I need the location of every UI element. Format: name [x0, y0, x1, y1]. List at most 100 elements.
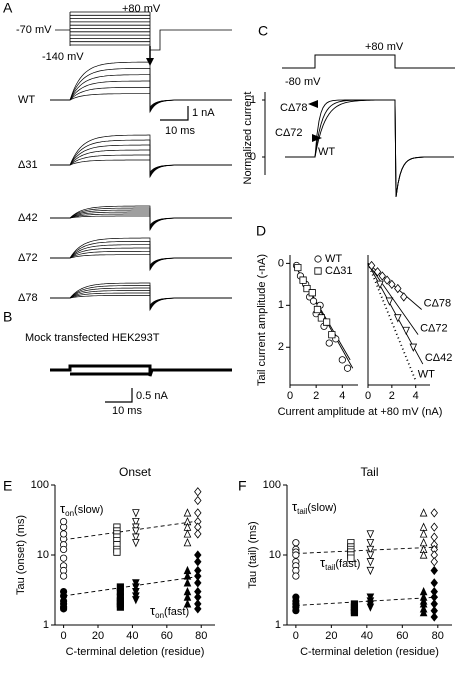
- data-point: [419, 529, 428, 538]
- data-point: [366, 566, 375, 576]
- data-point: [194, 487, 202, 497]
- data-point: [313, 305, 322, 314]
- data-point: [430, 565, 438, 576]
- arrow-head: [308, 100, 322, 142]
- data-point: [60, 572, 68, 580]
- data-point: [132, 579, 140, 588]
- y-tick-label: 1: [250, 94, 256, 106]
- fit-label: CΔ72: [420, 323, 448, 335]
- annotation-part: τ: [292, 499, 298, 514]
- data-point: [132, 527, 140, 536]
- panel-label: C: [258, 23, 268, 39]
- voltage-label: +80 mV: [365, 41, 404, 53]
- data-point: [343, 364, 352, 372]
- panel-label: F: [238, 478, 247, 494]
- data-point: [400, 292, 408, 302]
- y-tick-label: 0: [250, 151, 256, 163]
- row-label: Δ72: [18, 252, 38, 264]
- data-point: [350, 609, 359, 617]
- data-point: [402, 326, 410, 336]
- data-point: [132, 518, 140, 527]
- panel-label: D: [256, 223, 266, 239]
- x-tick-label: 4: [339, 390, 345, 402]
- current-trace: [50, 61, 232, 114]
- fit-line: [295, 546, 438, 554]
- voltage-protocol: [282, 54, 455, 69]
- data-point: [194, 557, 202, 567]
- data-point: [366, 593, 375, 602]
- voltage-label: -80 mV: [285, 76, 321, 88]
- data-point: [299, 276, 307, 284]
- x-axis-label: C-terminal deletion (residue): [66, 646, 205, 658]
- x-tick-label: 2: [389, 390, 395, 402]
- data-point: [430, 508, 438, 518]
- annotation-part: (fast): [164, 606, 189, 618]
- scale-bar: [105, 388, 133, 403]
- chart-title: Onset: [119, 465, 152, 479]
- current-traces: [50, 11, 454, 377]
- legend-label: WT: [325, 253, 342, 265]
- annotation-part: on: [65, 509, 74, 518]
- data-point: [194, 495, 202, 506]
- data-point: [60, 605, 68, 613]
- current-trace: [285, 99, 454, 197]
- legend-marker: [314, 255, 322, 263]
- data-point: [292, 607, 300, 615]
- data-point: [294, 263, 302, 272]
- annotation-part: τ: [320, 555, 326, 570]
- legend-label: CΔ31: [325, 265, 353, 277]
- x-tick-label: 80: [432, 630, 444, 642]
- data-point: [292, 551, 300, 559]
- current-trace: [50, 154, 232, 174]
- data-point: [194, 578, 202, 588]
- row-label: Δ31: [18, 159, 38, 171]
- data-point: [194, 508, 202, 518]
- data-point: [132, 588, 140, 597]
- x-axis-label: C-terminal deletion (residue): [300, 646, 439, 658]
- x-tick-label: 60: [161, 630, 173, 642]
- y-tick-label: 10: [269, 549, 281, 561]
- data-point: [132, 509, 140, 518]
- data-point: [132, 523, 140, 532]
- scale-label: 0.5 nA: [136, 390, 168, 402]
- data-point: [183, 599, 192, 608]
- data-point: [419, 608, 428, 617]
- data-point: [394, 283, 402, 294]
- current-trace: [50, 254, 232, 266]
- data-point: [430, 612, 438, 622]
- y-tick-label: 100: [263, 479, 281, 491]
- data-point: [388, 279, 396, 289]
- fit-line: [63, 575, 202, 597]
- data-point: [132, 583, 140, 592]
- y-tick-label: 0: [278, 257, 284, 269]
- fit-line: [367, 263, 419, 335]
- scale-bar: [160, 106, 189, 121]
- voltage-label: -70 mV: [16, 24, 52, 36]
- fit-line: [63, 520, 202, 541]
- x-tick-label: 20: [325, 630, 337, 642]
- data-point: [323, 318, 331, 326]
- data-point: [60, 588, 68, 596]
- trace-label: WT: [318, 146, 335, 158]
- data-point: [430, 532, 438, 542]
- data-point: [183, 529, 192, 538]
- scale-label: 10 ms: [165, 125, 195, 137]
- x-tick-label: 0: [61, 630, 67, 642]
- data-point: [430, 578, 438, 588]
- data-point: [366, 539, 375, 548]
- annotation-part: tail: [325, 563, 335, 572]
- annotation-part: (slow): [74, 504, 103, 516]
- data-point: [367, 260, 376, 271]
- current-trace: [50, 86, 232, 109]
- data-point: [132, 596, 140, 605]
- fit-label: CΔ78: [424, 297, 452, 309]
- voltage-label: -140 mV: [42, 51, 84, 63]
- data-point: [292, 539, 300, 547]
- data-point: [430, 557, 438, 567]
- annotation: τtail(fast): [320, 555, 360, 572]
- fit-line: [295, 596, 438, 606]
- y-tick-label: 1: [278, 299, 284, 311]
- annotation: τon(fast): [150, 603, 189, 620]
- data-point: [183, 538, 192, 547]
